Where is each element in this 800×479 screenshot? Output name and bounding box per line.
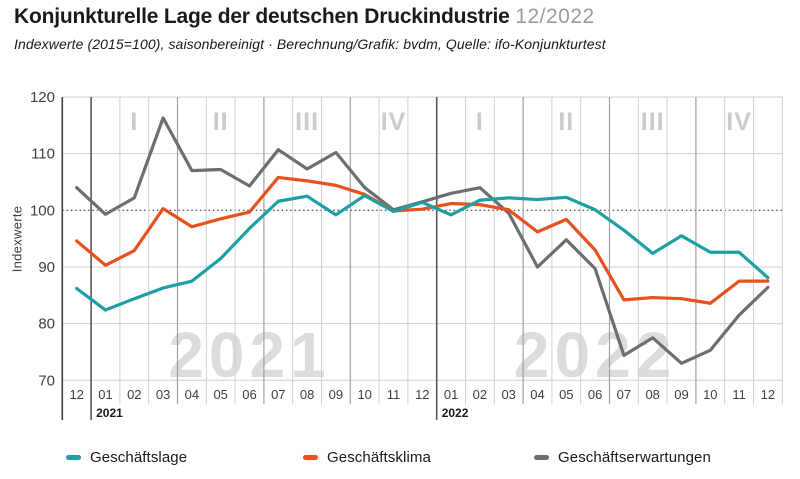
x-tick-label: 10 [357,387,371,402]
title-text: Konjunkturelle Lage der deutschen Drucki… [14,5,510,28]
x-tick-label: 02 [127,387,141,402]
quarter-numeral: II [213,108,229,136]
title-date: 12/2022 [515,5,595,28]
x-tick-label: 11 [387,387,401,402]
y-tick-label: 70 [38,372,55,389]
x-tick-label: 12 [69,387,83,402]
geschaeftslage-line-swatch [66,454,81,460]
x-year-label: 2022 [442,406,469,420]
page-title: Konjunkturelle Lage der deutschen Drucki… [14,5,794,29]
quarter-numeral: IV [726,108,752,136]
x-tick-label: 04 [530,387,544,402]
x-tick-label: 08 [645,387,659,402]
x-tick-label: 06 [242,387,256,402]
geschaeftsklima-line-swatch [303,454,318,460]
quarter-numeral: III [295,108,319,136]
x-tick-label: 07 [271,387,285,402]
x-tick-label: 07 [617,387,631,402]
series-line-geschftslage [75,193,770,312]
x-tick-label: 12 [415,387,429,402]
x-tick-label: 08 [300,387,314,402]
legend-item-geschaeftslage: Geschäftslage [66,447,187,467]
x-tick-label: 09 [329,387,343,402]
quarter-numeral: II [558,108,574,136]
page-header: Konjunkturelle Lage der deutschen Drucki… [14,5,794,52]
x-tick-label: 09 [674,387,688,402]
y-tick-label: 90 [38,259,55,276]
watermark-year: 2022 [514,319,676,391]
x-tick-label: 10 [703,387,717,402]
y-tick-label: 120 [30,89,55,106]
legend-label: Geschäftsklima [327,448,431,466]
legend-item-geschaeftsklima: Geschäftsklima [303,447,431,467]
legend-label: Geschäftslage [90,448,188,466]
x-tick-label: 03 [156,387,170,402]
legend-item-geschaeftserwartungen: Geschäftserwartungen [534,447,711,467]
quarter-numeral: I [476,108,484,136]
y-tick-label: 100 [30,202,55,219]
geschaeftserwartungen-line-swatch [534,454,549,460]
quarter-numeral: III [641,108,665,136]
x-tick-label: 11 [732,387,746,402]
series-line-geschftsklima [75,175,770,305]
x-tick-label: 05 [213,387,227,402]
page-subtitle: Indexwerte (2015=100), saisonbereinigt ·… [14,36,606,52]
x-tick-label: 01 [98,387,112,402]
x-tick-label: 04 [185,387,199,402]
quarter-numeral: IV [381,108,407,136]
x-year-label: 2021 [96,406,123,420]
legend-label: Geschäftserwartungen [558,448,711,466]
chart-legend: Geschäftslage Geschäftsklima Geschäftser… [0,447,800,467]
y-tick-label: 110 [31,146,55,163]
x-tick-label: 06 [588,387,602,402]
y-tick-label: 80 [38,316,55,333]
x-tick-label: 01 [444,387,458,402]
x-tick-label: 03 [501,387,515,402]
watermark-year: 2021 [168,319,330,391]
x-tick-label: 12 [761,387,775,402]
x-tick-label: 05 [559,387,573,402]
x-tick-label: 02 [473,387,487,402]
quarter-numeral: I [130,108,138,136]
